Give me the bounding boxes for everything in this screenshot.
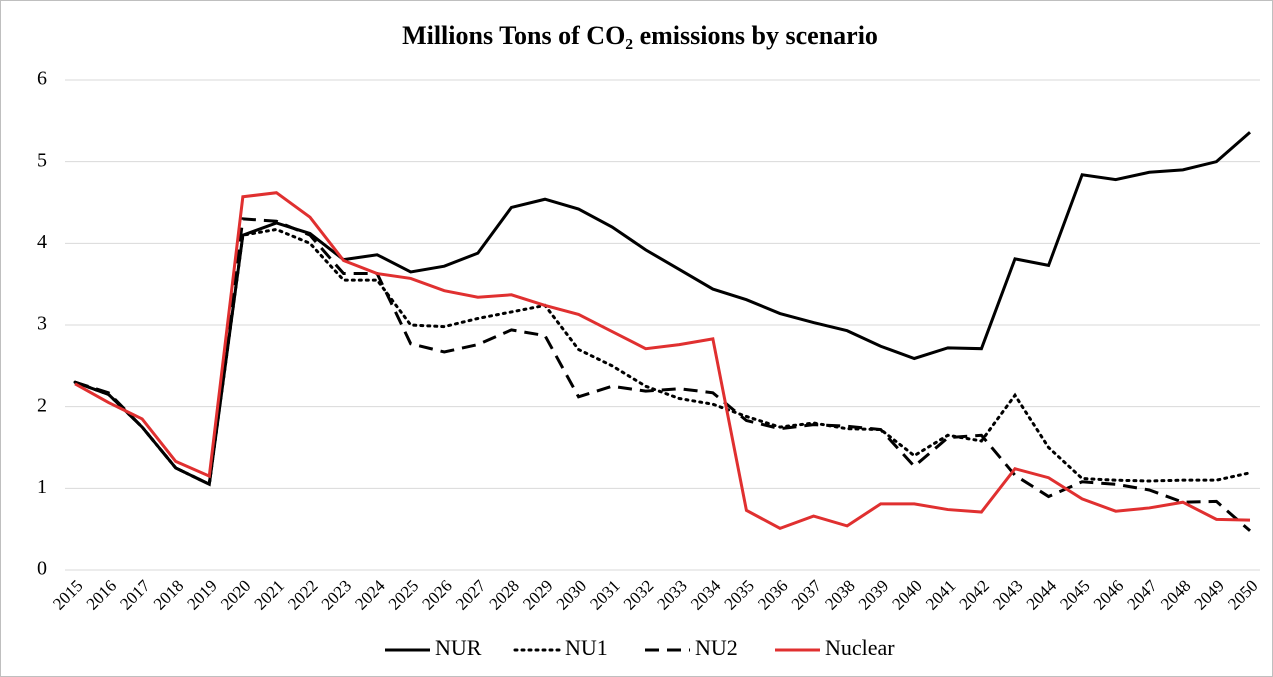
- y-tick-label: 3: [37, 313, 47, 335]
- legend-label: Nuclear: [825, 635, 895, 660]
- y-tick-label: 2: [37, 394, 47, 416]
- legend-label: NU2: [695, 635, 738, 660]
- legend-label: NUR: [435, 635, 482, 660]
- y-tick-label: 6: [37, 68, 47, 90]
- y-tick-label: 0: [37, 558, 47, 580]
- series-line: [74, 131, 1251, 487]
- series-line: [74, 217, 1251, 532]
- series-line: [74, 191, 1251, 530]
- legend-label: NU1: [565, 635, 608, 660]
- y-tick-label: 5: [37, 149, 47, 171]
- series-line: [73, 227, 1252, 487]
- chart-title: Millions Tons of CO₂ emissions by scenar…: [402, 21, 878, 50]
- y-tick-label: 1: [37, 476, 47, 498]
- y-tick-label: 4: [37, 231, 47, 253]
